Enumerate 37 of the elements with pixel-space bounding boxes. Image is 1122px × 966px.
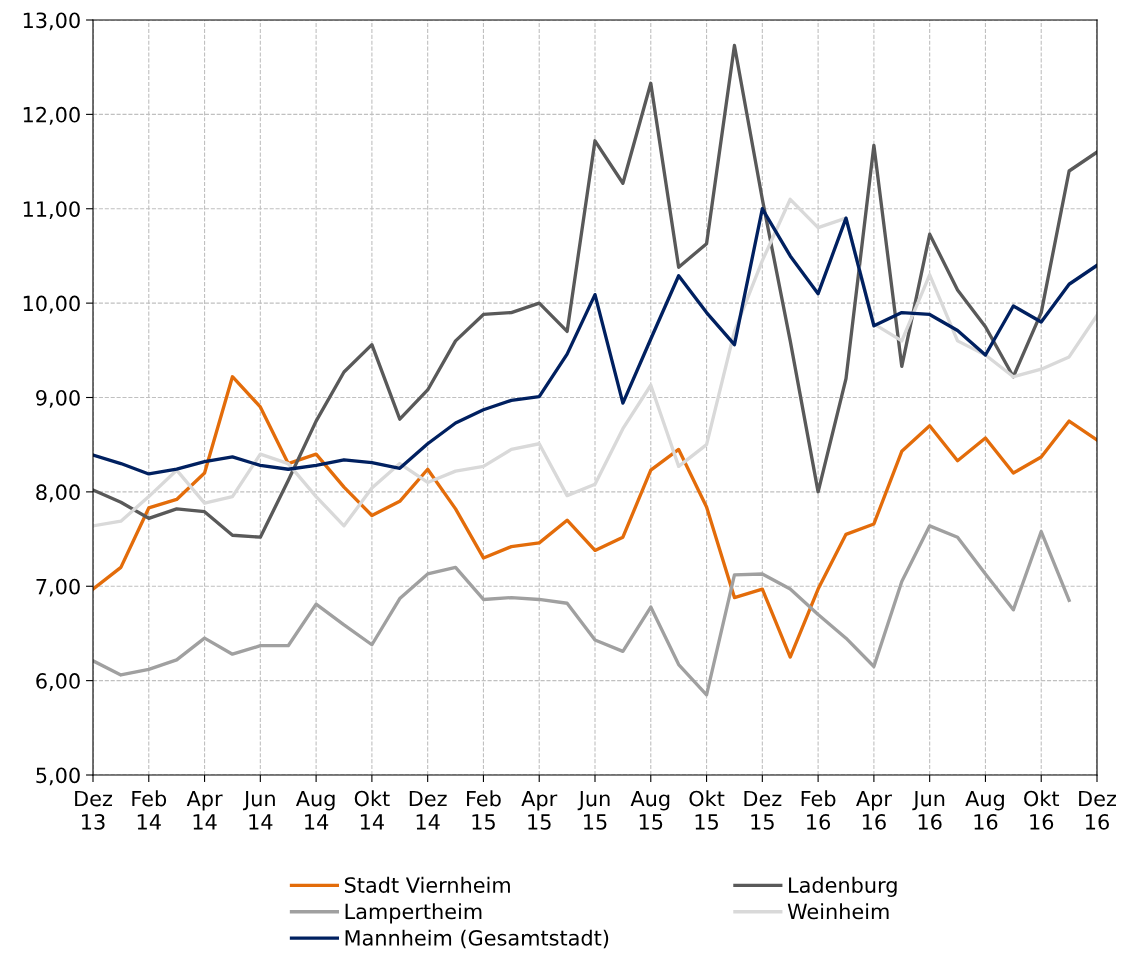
x-tick-label: Dez 14: [409, 790, 447, 830]
x-tick-label: Okt 16: [1024, 790, 1060, 830]
x-tick-label: Jun 15: [577, 790, 610, 830]
legend-label: Mannheim (Gesamtstadt): [345, 929, 609, 949]
x-tick-label: Aug 15: [630, 790, 670, 830]
x-tick-label: Dez 13: [75, 790, 112, 830]
x-tick-label: Aug 14: [295, 790, 335, 830]
y-tick-label: 7,00: [36, 578, 80, 597]
legend-label: Weinheim: [787, 903, 889, 920]
x-tick-label: Apr 15: [521, 790, 558, 830]
x-tick-label: Apr 16: [856, 790, 892, 830]
y-tick-label: 11,00: [23, 201, 80, 220]
y-tick-label: 5,00: [36, 767, 80, 786]
legend-label: Ladenburg: [789, 876, 897, 897]
line-series: [93, 43, 1097, 539]
x-tick-label: Jun 14: [242, 790, 275, 830]
x-tick-label: Feb 14: [132, 790, 167, 830]
line-series: [93, 207, 1097, 476]
x-tick-label: Okt 15: [689, 790, 725, 830]
x-tick-label: Feb 16: [801, 790, 836, 830]
legend-label: Lampertheim: [345, 903, 482, 924]
line-series: [93, 375, 1097, 659]
legend-label: Stadt Viernheim: [344, 876, 510, 893]
y-tick-label: 13,00: [23, 12, 80, 31]
y-tick-label: 12,00: [23, 106, 80, 125]
x-tick-label: Aug 16: [965, 790, 1004, 830]
line-series: [93, 524, 1071, 697]
x-tick-label: Dez 15: [744, 790, 782, 830]
y-tick-label: 9,00: [36, 389, 80, 408]
x-tick-label: Apr 14: [186, 790, 223, 830]
x-tick-label: Feb 15: [467, 790, 501, 830]
y-tick-label: 10,00: [23, 295, 80, 314]
x-tick-label: Dez 16: [1079, 790, 1116, 830]
x-tick-label: Okt 14: [354, 790, 390, 830]
y-tick-label: 6,00: [36, 673, 80, 691]
x-tick-label: Jun 16: [912, 790, 945, 830]
y-tick-label: 8,00: [36, 484, 80, 503]
